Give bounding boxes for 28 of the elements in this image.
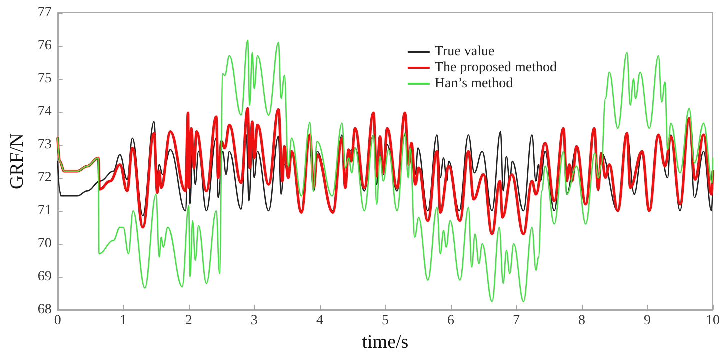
y-tick-label: 76 bbox=[38, 38, 52, 54]
y-tick-label: 69 bbox=[38, 270, 52, 284]
x-tick-label: 9 bbox=[644, 314, 651, 328]
y-tick-label: 70 bbox=[38, 236, 52, 252]
x-tick-label: 8 bbox=[578, 314, 586, 328]
x-tick-label: 1 bbox=[120, 314, 127, 328]
x-tick-label: 4 bbox=[316, 314, 324, 328]
x-tick-label: 0 bbox=[54, 314, 62, 328]
line-series bbox=[56, 107, 714, 236]
y-tick-label: 71 bbox=[38, 204, 52, 218]
x-tick-label: 6 bbox=[447, 314, 454, 328]
y-tick-label: 74 bbox=[38, 104, 52, 120]
x-tick-label: 3 bbox=[250, 314, 258, 328]
y-tick-label: 77 bbox=[38, 6, 52, 20]
x-tick-label: 5 bbox=[382, 314, 389, 328]
x-tick-label: 2 bbox=[185, 314, 192, 328]
legend-label: The proposed method bbox=[434, 60, 558, 76]
x-tick-label: 7 bbox=[512, 314, 520, 328]
y-tick-label: 73 bbox=[38, 138, 52, 152]
y-tick-label: 75 bbox=[38, 72, 52, 86]
y-axis-title: GRF/N bbox=[7, 133, 28, 190]
y-tick-label: 72 bbox=[38, 170, 52, 186]
x-axis-title: time/s bbox=[362, 332, 409, 353]
line-series bbox=[57, 40, 714, 302]
y-tick-label: 68 bbox=[38, 302, 52, 318]
legend-label: True value bbox=[434, 44, 495, 60]
legend-label: Han’s method bbox=[434, 76, 514, 92]
x-tick-label: 10 bbox=[706, 314, 720, 328]
